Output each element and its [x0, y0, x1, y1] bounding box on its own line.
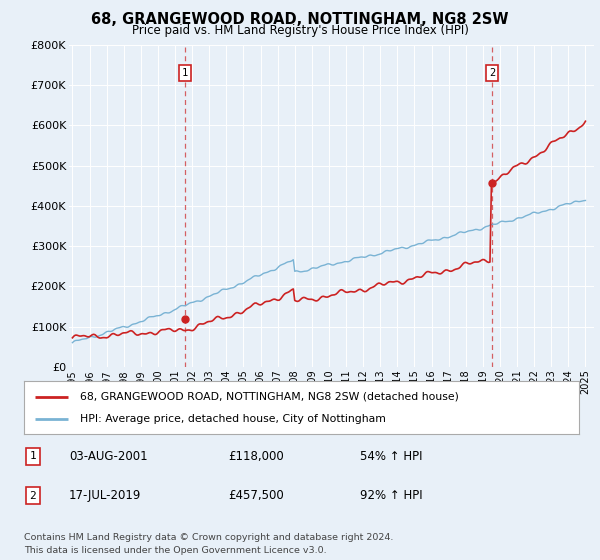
Text: 1: 1: [182, 68, 188, 78]
Text: 2: 2: [489, 68, 495, 78]
Text: £118,000: £118,000: [228, 450, 284, 463]
Text: 1: 1: [29, 451, 37, 461]
Text: Price paid vs. HM Land Registry's House Price Index (HPI): Price paid vs. HM Land Registry's House …: [131, 24, 469, 37]
Text: 54% ↑ HPI: 54% ↑ HPI: [360, 450, 422, 463]
Text: 2: 2: [29, 491, 37, 501]
Text: This data is licensed under the Open Government Licence v3.0.: This data is licensed under the Open Gov…: [24, 546, 326, 555]
Text: 92% ↑ HPI: 92% ↑ HPI: [360, 489, 422, 502]
Text: £457,500: £457,500: [228, 489, 284, 502]
Text: Contains HM Land Registry data © Crown copyright and database right 2024.: Contains HM Land Registry data © Crown c…: [24, 533, 394, 542]
Text: 17-JUL-2019: 17-JUL-2019: [69, 489, 142, 502]
Text: 68, GRANGEWOOD ROAD, NOTTINGHAM, NG8 2SW: 68, GRANGEWOOD ROAD, NOTTINGHAM, NG8 2SW: [91, 12, 509, 27]
Text: 03-AUG-2001: 03-AUG-2001: [69, 450, 148, 463]
Text: HPI: Average price, detached house, City of Nottingham: HPI: Average price, detached house, City…: [79, 414, 385, 424]
Text: 68, GRANGEWOOD ROAD, NOTTINGHAM, NG8 2SW (detached house): 68, GRANGEWOOD ROAD, NOTTINGHAM, NG8 2SW…: [79, 392, 458, 402]
